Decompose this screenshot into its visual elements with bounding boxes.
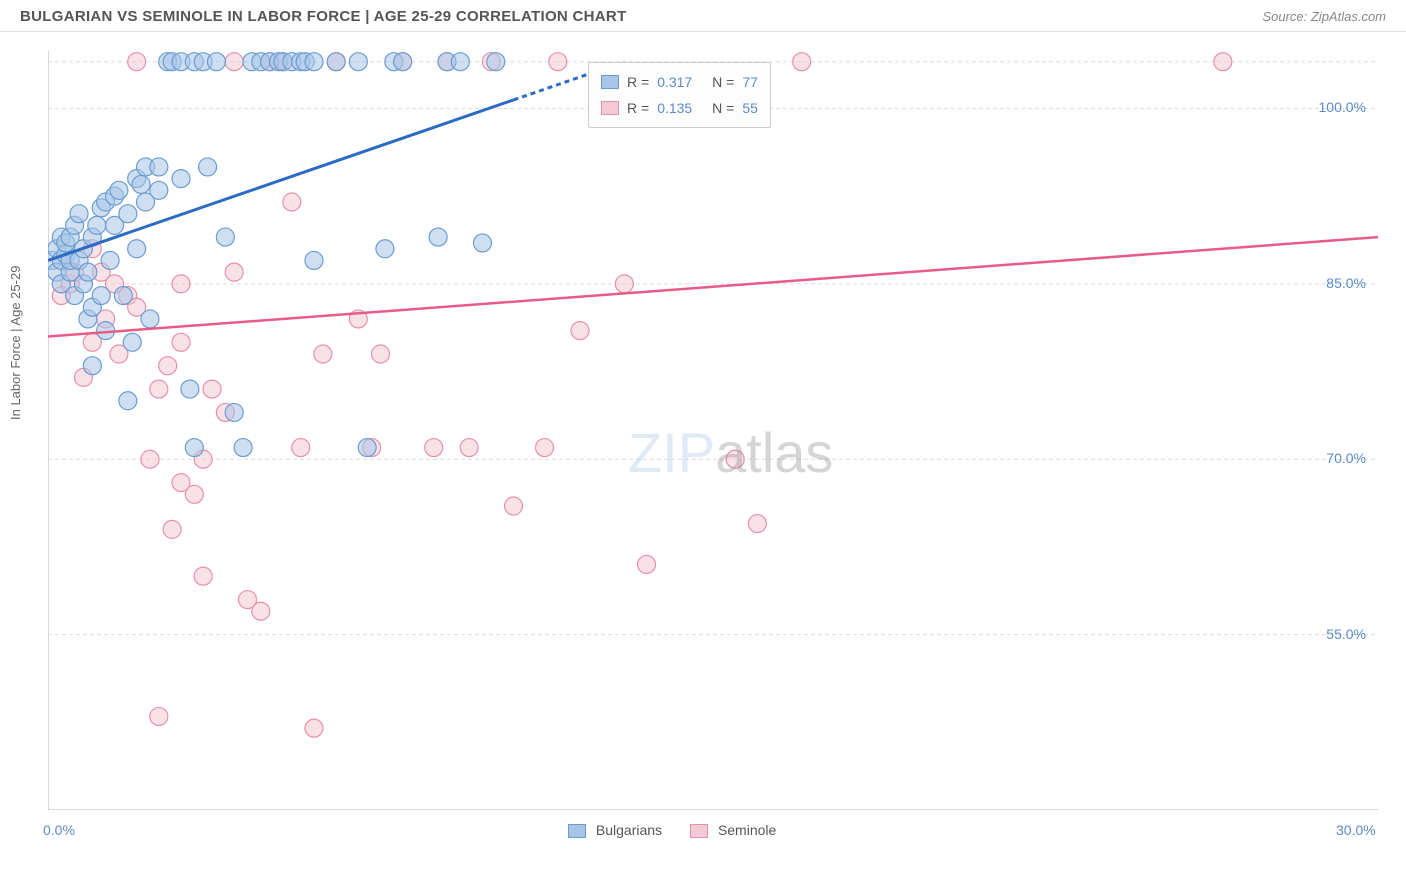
swatch-seminole-icon [690,824,708,838]
r-value: 0.317 [657,74,692,90]
swatch-bulgarians-icon [568,824,586,838]
legend-row-bulgarians: R = 0.317 N = 77 [601,69,758,95]
n-value: 77 [742,74,758,90]
legend-label: Bulgarians [596,822,662,838]
n-label: N = [712,74,734,90]
x-tick-label: 30.0% [1336,822,1376,838]
swatch-bulgarians [601,75,619,89]
r-label: R = [627,74,649,90]
y-tick-label: 85.0% [1326,275,1366,291]
n-label: N = [712,100,734,116]
watermark-atlas: atlas [715,421,833,484]
n-value: 55 [742,100,758,116]
chart-area: ZIPatlas R = 0.317 N = 77 R = 0.135 N = … [48,50,1378,810]
legend-item-seminole: Seminole [690,822,776,838]
y-tick-label: 70.0% [1326,450,1366,466]
correlation-legend: R = 0.317 N = 77 R = 0.135 N = 55 [588,62,771,128]
y-tick-label: 100.0% [1319,99,1366,115]
series-legend: Bulgarians Seminole [568,822,776,838]
chart-title: BULGARIAN VS SEMINOLE IN LABOR FORCE | A… [20,8,627,25]
y-tick-label: 55.0% [1326,626,1366,642]
legend-row-seminole: R = 0.135 N = 55 [601,95,758,121]
legend-item-bulgarians: Bulgarians [568,822,662,838]
chart-source: Source: ZipAtlas.com [1262,9,1386,24]
y-axis-label: In Labor Force | Age 25-29 [8,266,23,420]
watermark-zip: ZIP [628,421,715,484]
watermark: ZIPatlas [628,420,833,485]
r-value: 0.135 [657,100,692,116]
swatch-seminole [601,101,619,115]
chart-header: BULGARIAN VS SEMINOLE IN LABOR FORCE | A… [0,0,1406,32]
r-label: R = [627,100,649,116]
legend-label: Seminole [718,822,776,838]
x-tick-label: 0.0% [43,822,75,838]
